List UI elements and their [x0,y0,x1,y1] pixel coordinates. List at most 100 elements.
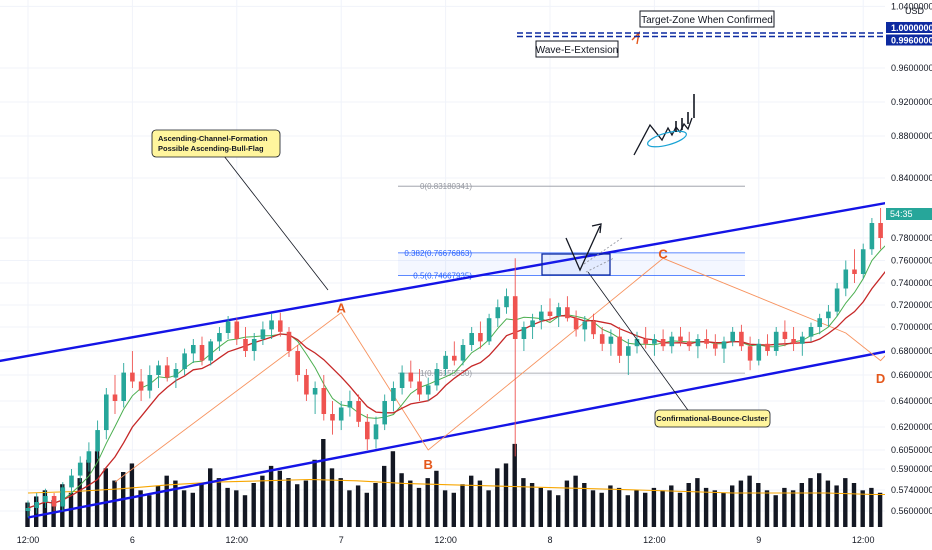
candle-body [747,346,753,361]
volume-bar [225,487,230,527]
volume-bar [616,487,622,527]
bounce-dotted-lines [583,237,623,273]
candle-body [338,407,344,421]
candle-body [834,288,840,312]
candle-body [304,375,309,395]
target-zone-label: Target-Zone When Confirmed [641,15,773,26]
volume-bar [173,480,178,527]
volume-bar [521,478,526,527]
time-axis-background [0,527,932,550]
candle-body [565,307,570,319]
target-zone-box [639,10,775,28]
candle-body [234,321,240,339]
candle-body [782,331,788,339]
ascending-channel[interactable] [0,89,932,519]
volume-bar [242,495,248,527]
candle-body [365,421,370,440]
candle-body [826,311,831,319]
volume-bar [155,485,161,527]
wave-e-extension-box [535,40,619,58]
candle-body [330,414,335,421]
volume-bar [442,490,448,527]
bounce-v-arrowhead [591,223,602,234]
candle-body [713,343,718,349]
volume-bar [564,480,570,527]
volume-bar [25,502,30,527]
candle-body [756,343,762,361]
time-axis-label: 6 [130,535,135,545]
bull-flag-ellipse [647,130,687,148]
volume-bar [712,490,717,527]
candle-body [869,223,875,250]
volume-bar [469,475,474,527]
price-axis-background [885,0,932,550]
time-axis-label: 12:00 [226,535,249,545]
volume-bar [608,485,613,527]
volume-bar [651,487,657,527]
candle-body [556,307,561,316]
volume-bar [347,490,352,527]
volume-bar [747,475,752,527]
volume-bar [390,451,396,527]
volume-bar [42,490,48,527]
volume-bar [86,459,91,527]
candle-body [582,321,588,330]
volume-bar [756,483,761,527]
fib-level-label: 1(0.66155530) [420,369,472,378]
fib-level-label: 0(0.83180341) [420,182,472,191]
wave-e-extension-label: Wave-E-Extension [536,45,618,56]
time-axis[interactable]: 12:00612:00712:00812:00912:001012:001112… [0,527,932,550]
candle-body [591,321,596,335]
candle-body [808,327,814,337]
time-axis-label: 8 [547,535,552,545]
volume-bar [851,483,857,527]
volume-bar [181,490,187,527]
candle-body [660,339,666,347]
candle-body [452,355,457,361]
volume-bar [321,439,326,527]
candle-body [130,372,135,382]
candle-body [243,339,248,351]
volume-bar [817,473,822,527]
volume-bar [860,490,865,527]
volume-bar [286,478,291,527]
candle-body [417,381,422,395]
time-axis-label: 12:00 [643,535,666,545]
candle-body [34,502,39,508]
volume-bar [503,463,509,527]
fib-zone-fill [398,252,745,276]
candle-body [51,496,57,507]
volume-bar [451,492,456,527]
candle-body [182,353,187,369]
volume-bar [834,485,839,527]
channel-callout-box [151,129,281,158]
volume-bar [634,490,639,527]
candle-body [408,372,414,382]
volume-bar [686,483,691,527]
annotations: ABCDETarget-Zone When ConfirmedWave-E-Ex… [151,10,885,472]
wave-label-c: C [658,246,668,261]
volume-bar [277,470,282,527]
candle-body [504,296,509,308]
volume-bar [738,480,744,527]
volume-bar [425,478,430,527]
candle-body [269,320,274,330]
volume-bar [486,490,491,527]
volume-bar [877,492,883,527]
candle-body [295,351,300,375]
volume-bar [799,483,804,527]
candle-body [251,339,257,351]
candle-body [547,311,553,316]
fib-level-label: 0.5(0.74667935) [413,271,472,280]
volume-bar [477,480,483,527]
